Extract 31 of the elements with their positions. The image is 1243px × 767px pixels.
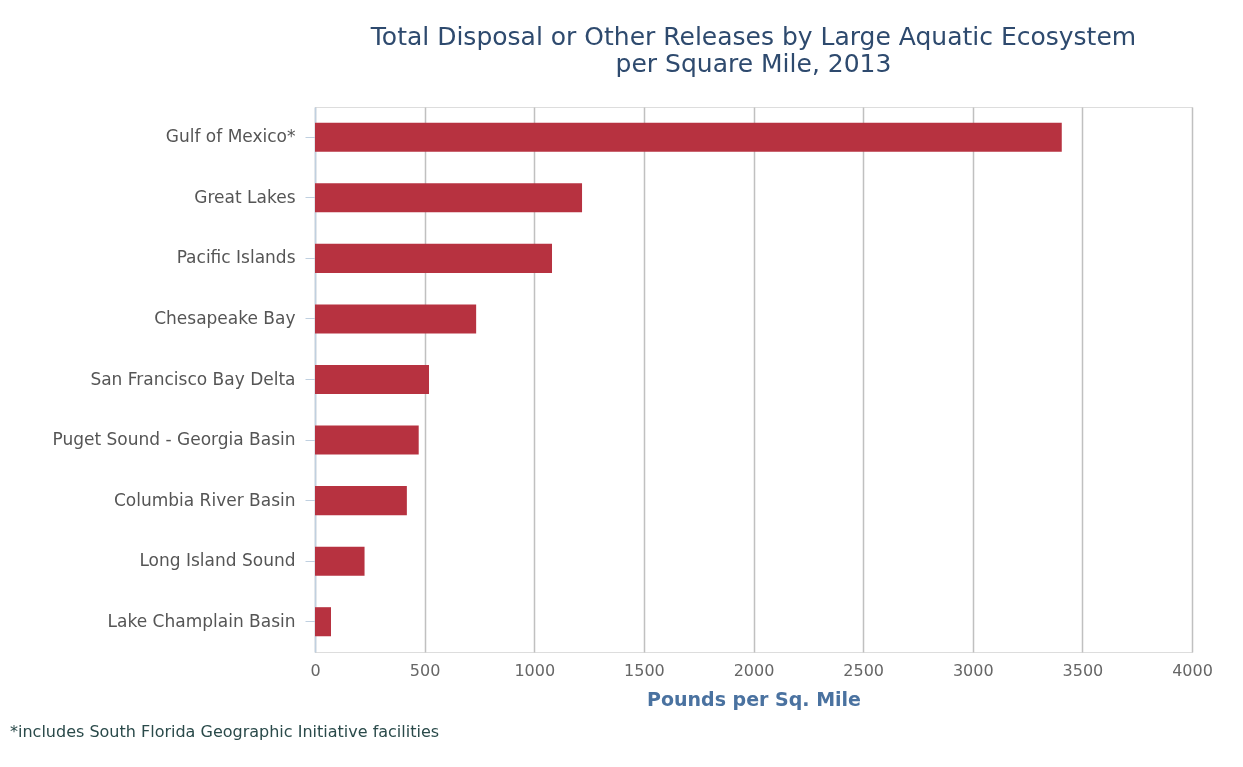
bar [315,243,553,273]
x-tick-label: 2000 [733,660,775,680]
y-tick-label: Lake Champlain Basin [107,610,296,631]
y-tick-label: Long Island Sound [139,550,296,571]
text: *includes South Florida Geographic Initiative facilities [10,722,440,741]
y-tick-label: Gulf of Mexico* [165,126,296,147]
y-tick-label: Great Lakes [194,186,296,207]
x-axis-title: Pounds per Sq. Mile [647,687,861,710]
x-tick-label: 500 [409,660,441,680]
bar [315,546,365,576]
x-tick-label: 2500 [843,660,884,680]
y-tick-label: San Francisco Bay Delta [90,368,296,389]
bar [315,425,419,455]
bar [315,364,430,395]
y-tick-label: Puget Sound - Georgia Basin [52,429,296,450]
bar [315,122,1062,152]
y-tick-label: Chesapeake Bay [154,307,296,328]
bar [315,607,332,637]
bar [315,304,477,334]
y-tick-label: Pacific Islands [176,247,296,268]
bar [315,486,407,516]
text: Total Disposal or Other Releases by Large Aquatic Ecosystem [370,22,1137,51]
bar [315,183,583,213]
x-tick-label: 1500 [624,660,665,680]
x-tick-label: 0 [310,660,321,680]
y-tick-label: Columbia River Basin [113,489,296,510]
x-tick-label: 3500 [1062,660,1104,680]
x-tick-label: 3000 [952,660,994,680]
x-tick-label: 1000 [514,660,556,680]
text: per Square Mile, 2013 [615,49,892,78]
x-tick-label: 4000 [1172,660,1213,680]
